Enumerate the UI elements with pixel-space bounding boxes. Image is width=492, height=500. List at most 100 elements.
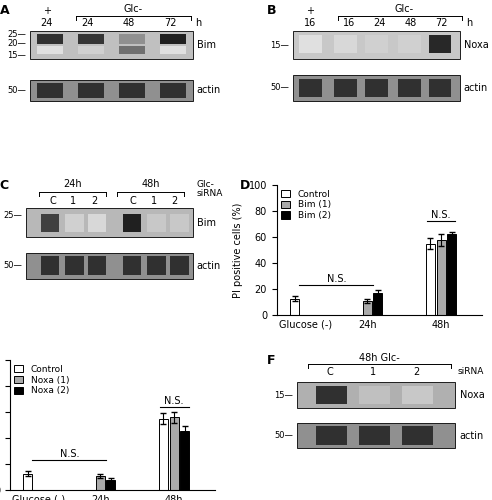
Text: 25—: 25—	[3, 211, 22, 220]
Text: actin: actin	[197, 86, 221, 96]
Text: siRNA: siRNA	[458, 367, 484, 376]
Text: Glc-: Glc-	[123, 4, 143, 14]
Bar	[88, 256, 106, 274]
Text: Glc-: Glc-	[395, 4, 414, 14]
Text: h: h	[195, 18, 201, 28]
Bar	[334, 79, 357, 97]
Text: N.S.: N.S.	[164, 396, 184, 406]
Bar	[365, 79, 388, 97]
Text: 2: 2	[91, 196, 97, 205]
Bar	[429, 34, 451, 53]
Bar	[363, 301, 371, 315]
Text: 50—: 50—	[3, 261, 22, 270]
Bar	[300, 79, 322, 97]
Bar	[78, 34, 104, 43]
Text: Bim: Bim	[197, 40, 215, 50]
Text: C: C	[327, 367, 334, 377]
Text: 72: 72	[164, 18, 176, 28]
Text: F: F	[267, 354, 275, 367]
Bar	[95, 476, 105, 490]
Text: 50—: 50—	[7, 86, 26, 95]
Bar	[293, 75, 460, 101]
Bar	[359, 386, 390, 404]
Bar	[36, 34, 63, 43]
Text: Noxa: Noxa	[463, 40, 489, 50]
Bar	[160, 46, 186, 54]
Bar	[88, 214, 106, 232]
Bar	[148, 214, 166, 232]
Text: 50—: 50—	[270, 84, 289, 92]
Text: 1: 1	[70, 196, 77, 205]
Text: C: C	[0, 178, 9, 192]
Text: Noxa: Noxa	[460, 390, 484, 400]
Bar	[293, 31, 460, 60]
Bar	[297, 422, 456, 448]
Text: N.S.: N.S.	[60, 449, 79, 459]
Text: 2: 2	[171, 196, 177, 205]
Bar	[78, 82, 104, 98]
Text: 24: 24	[82, 18, 94, 28]
Text: 1: 1	[151, 196, 156, 205]
Bar	[365, 34, 388, 53]
Bar	[31, 31, 192, 60]
Bar	[36, 82, 63, 98]
Bar	[334, 34, 357, 53]
Text: 24: 24	[41, 18, 53, 28]
Text: C: C	[130, 196, 136, 205]
Bar	[290, 298, 300, 315]
Bar	[78, 46, 104, 54]
Text: 25—: 25—	[7, 30, 26, 38]
Text: D: D	[240, 178, 250, 192]
Bar	[26, 252, 192, 278]
Legend: Control, Noxa (1), Noxa (2): Control, Noxa (1), Noxa (2)	[14, 365, 69, 396]
Bar	[31, 80, 192, 101]
Y-axis label: PI positive cells (%): PI positive cells (%)	[233, 202, 243, 298]
Bar	[447, 234, 456, 315]
Text: 48h: 48h	[141, 179, 160, 189]
Bar	[26, 208, 192, 237]
Legend: Control, Bim (1), Bim (2): Control, Bim (1), Bim (2)	[281, 190, 331, 220]
Bar	[41, 214, 59, 232]
Bar	[398, 34, 421, 53]
Text: +: +	[43, 6, 51, 16]
Bar	[300, 34, 322, 53]
Bar	[316, 426, 347, 444]
Bar	[160, 34, 186, 43]
Bar	[398, 79, 421, 97]
Text: 1: 1	[370, 367, 376, 377]
Text: N.S.: N.S.	[327, 274, 346, 283]
Bar	[402, 386, 433, 404]
Text: 24h: 24h	[63, 179, 82, 189]
Bar	[170, 418, 179, 490]
Bar	[119, 46, 145, 54]
Text: 2: 2	[413, 367, 420, 377]
Bar	[123, 214, 141, 232]
Text: siRNA: siRNA	[197, 189, 223, 198]
Text: 15—: 15—	[275, 391, 293, 400]
Text: h: h	[466, 18, 472, 28]
Bar	[170, 256, 188, 274]
Text: 48: 48	[404, 18, 416, 28]
Bar	[41, 256, 59, 274]
Text: 16: 16	[342, 18, 355, 28]
Bar	[36, 46, 63, 54]
Text: 15—: 15—	[7, 50, 26, 59]
Bar	[106, 480, 116, 490]
Text: 15—: 15—	[270, 40, 289, 50]
Text: 48h Glc-: 48h Glc-	[359, 353, 400, 363]
Bar	[426, 244, 435, 315]
Text: Glc-: Glc-	[197, 180, 215, 189]
Text: 16: 16	[304, 18, 316, 28]
Bar	[24, 474, 32, 490]
Text: actin: actin	[460, 430, 484, 440]
Text: C: C	[50, 196, 57, 205]
Text: 24: 24	[373, 18, 386, 28]
Text: B: B	[267, 4, 276, 16]
Bar	[119, 34, 145, 43]
Text: actin: actin	[197, 260, 221, 270]
Bar	[159, 418, 168, 490]
Bar	[402, 426, 433, 444]
Text: 50—: 50—	[275, 431, 293, 440]
Bar	[65, 214, 84, 232]
Text: A: A	[0, 4, 9, 16]
